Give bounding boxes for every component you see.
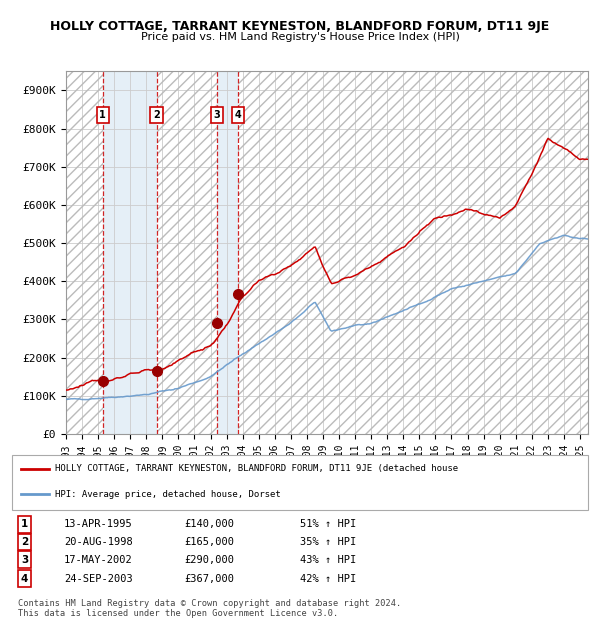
Text: 43% ↑ HPI: 43% ↑ HPI bbox=[300, 554, 356, 565]
FancyBboxPatch shape bbox=[12, 455, 588, 510]
Bar bbox=[157, 71, 217, 434]
Text: £290,000: £290,000 bbox=[185, 554, 235, 565]
Text: 3: 3 bbox=[213, 110, 220, 120]
Bar bbox=[103, 71, 157, 434]
Text: £165,000: £165,000 bbox=[185, 537, 235, 547]
Text: 13-APR-1995: 13-APR-1995 bbox=[64, 520, 133, 529]
Text: HPI: Average price, detached house, Dorset: HPI: Average price, detached house, Dors… bbox=[55, 490, 281, 499]
Bar bbox=[238, 71, 588, 434]
Text: HOLLY COTTAGE, TARRANT KEYNESTON, BLANDFORD FORUM, DT11 9JE (detached house: HOLLY COTTAGE, TARRANT KEYNESTON, BLANDF… bbox=[55, 464, 458, 473]
Bar bbox=[157, 71, 217, 434]
Text: 1: 1 bbox=[21, 520, 28, 529]
Text: 35% ↑ HPI: 35% ↑ HPI bbox=[300, 537, 356, 547]
Text: Contains HM Land Registry data © Crown copyright and database right 2024.: Contains HM Land Registry data © Crown c… bbox=[18, 599, 401, 608]
Text: £367,000: £367,000 bbox=[185, 574, 235, 583]
Text: Price paid vs. HM Land Registry's House Price Index (HPI): Price paid vs. HM Land Registry's House … bbox=[140, 32, 460, 42]
Text: 24-SEP-2003: 24-SEP-2003 bbox=[64, 574, 133, 583]
Text: 3: 3 bbox=[21, 554, 28, 565]
Bar bbox=[66, 71, 103, 434]
Bar bbox=[66, 71, 103, 434]
Text: HOLLY COTTAGE, TARRANT KEYNESTON, BLANDFORD FORUM, DT11 9JE: HOLLY COTTAGE, TARRANT KEYNESTON, BLANDF… bbox=[50, 20, 550, 33]
Text: 42% ↑ HPI: 42% ↑ HPI bbox=[300, 574, 356, 583]
Text: This data is licensed under the Open Government Licence v3.0.: This data is licensed under the Open Gov… bbox=[18, 609, 338, 618]
Text: 4: 4 bbox=[235, 110, 242, 120]
Text: 17-MAY-2002: 17-MAY-2002 bbox=[64, 554, 133, 565]
Text: 4: 4 bbox=[21, 574, 28, 583]
Text: 20-AUG-1998: 20-AUG-1998 bbox=[64, 537, 133, 547]
Bar bbox=[238, 71, 588, 434]
Text: 1: 1 bbox=[99, 110, 106, 120]
Text: 2: 2 bbox=[21, 537, 28, 547]
Text: 2: 2 bbox=[153, 110, 160, 120]
Text: 51% ↑ HPI: 51% ↑ HPI bbox=[300, 520, 356, 529]
Text: £140,000: £140,000 bbox=[185, 520, 235, 529]
Bar bbox=[217, 71, 238, 434]
